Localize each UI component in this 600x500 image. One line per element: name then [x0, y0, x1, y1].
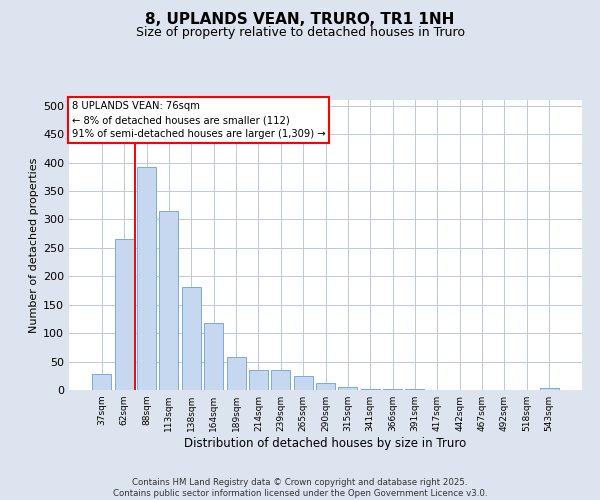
- Bar: [249, 370, 268, 390]
- Bar: [160, 212, 178, 390]
- X-axis label: Distribution of detached houses by size in Truro: Distribution of detached houses by size …: [184, 437, 467, 450]
- Text: 8 UPLANDS VEAN: 76sqm
← 8% of detached houses are smaller (112)
91% of semi-deta: 8 UPLANDS VEAN: 76sqm ← 8% of detached h…: [71, 102, 325, 140]
- Bar: [293, 376, 313, 390]
- Text: 8, UPLANDS VEAN, TRURO, TR1 1NH: 8, UPLANDS VEAN, TRURO, TR1 1NH: [145, 12, 455, 28]
- Text: Contains HM Land Registry data © Crown copyright and database right 2025.
Contai: Contains HM Land Registry data © Crown c…: [113, 478, 487, 498]
- Bar: [137, 166, 156, 390]
- Bar: [227, 357, 245, 390]
- Bar: [204, 323, 223, 390]
- Bar: [539, 388, 559, 390]
- Bar: [182, 287, 201, 390]
- Bar: [316, 382, 335, 390]
- Text: Size of property relative to detached houses in Truro: Size of property relative to detached ho…: [136, 26, 464, 39]
- Y-axis label: Number of detached properties: Number of detached properties: [29, 158, 39, 332]
- Bar: [338, 386, 358, 390]
- Bar: [92, 374, 112, 390]
- Bar: [115, 240, 134, 390]
- Bar: [271, 370, 290, 390]
